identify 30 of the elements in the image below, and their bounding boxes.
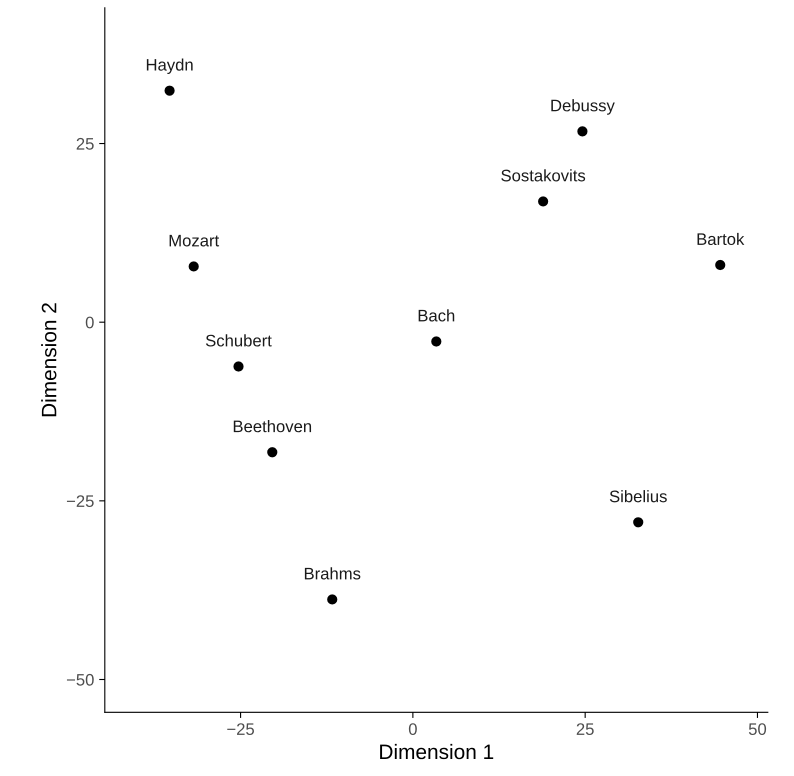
x-tick-label: 50	[748, 723, 766, 736]
y-tick-label: −25	[66, 495, 94, 508]
point	[715, 260, 726, 270]
point	[188, 261, 199, 272]
x-tick-label: −25	[227, 723, 254, 736]
y-axis-title: Dimension 2	[41, 303, 56, 416]
point	[633, 517, 644, 528]
point	[327, 594, 338, 605]
y-tick-label: 25	[76, 138, 94, 150]
x-tick-label: 0	[408, 723, 417, 736]
annotation: Brahms	[304, 567, 360, 580]
point	[431, 336, 442, 347]
annotation: Mozart	[170, 234, 220, 246]
annotation: Haydn	[146, 58, 193, 74]
annotation: Bartok	[698, 232, 744, 246]
point	[267, 447, 278, 458]
annotation: Debussy	[551, 99, 615, 115]
annotation: Schubert	[206, 334, 272, 347]
annotation: Sibelius	[610, 490, 667, 502]
y-tick-label: −50	[66, 674, 94, 686]
annotation: Bach	[418, 309, 454, 322]
y-tick-label: 0	[86, 316, 94, 328]
annotation: Beethoven	[234, 420, 312, 432]
point	[538, 196, 548, 207]
x-tick-label: 25	[576, 723, 594, 736]
point	[164, 86, 175, 96]
annotation: Sostakovits	[501, 169, 586, 182]
x-axis-title: Dimension 1	[380, 744, 494, 760]
point	[233, 361, 244, 372]
point	[577, 126, 588, 136]
